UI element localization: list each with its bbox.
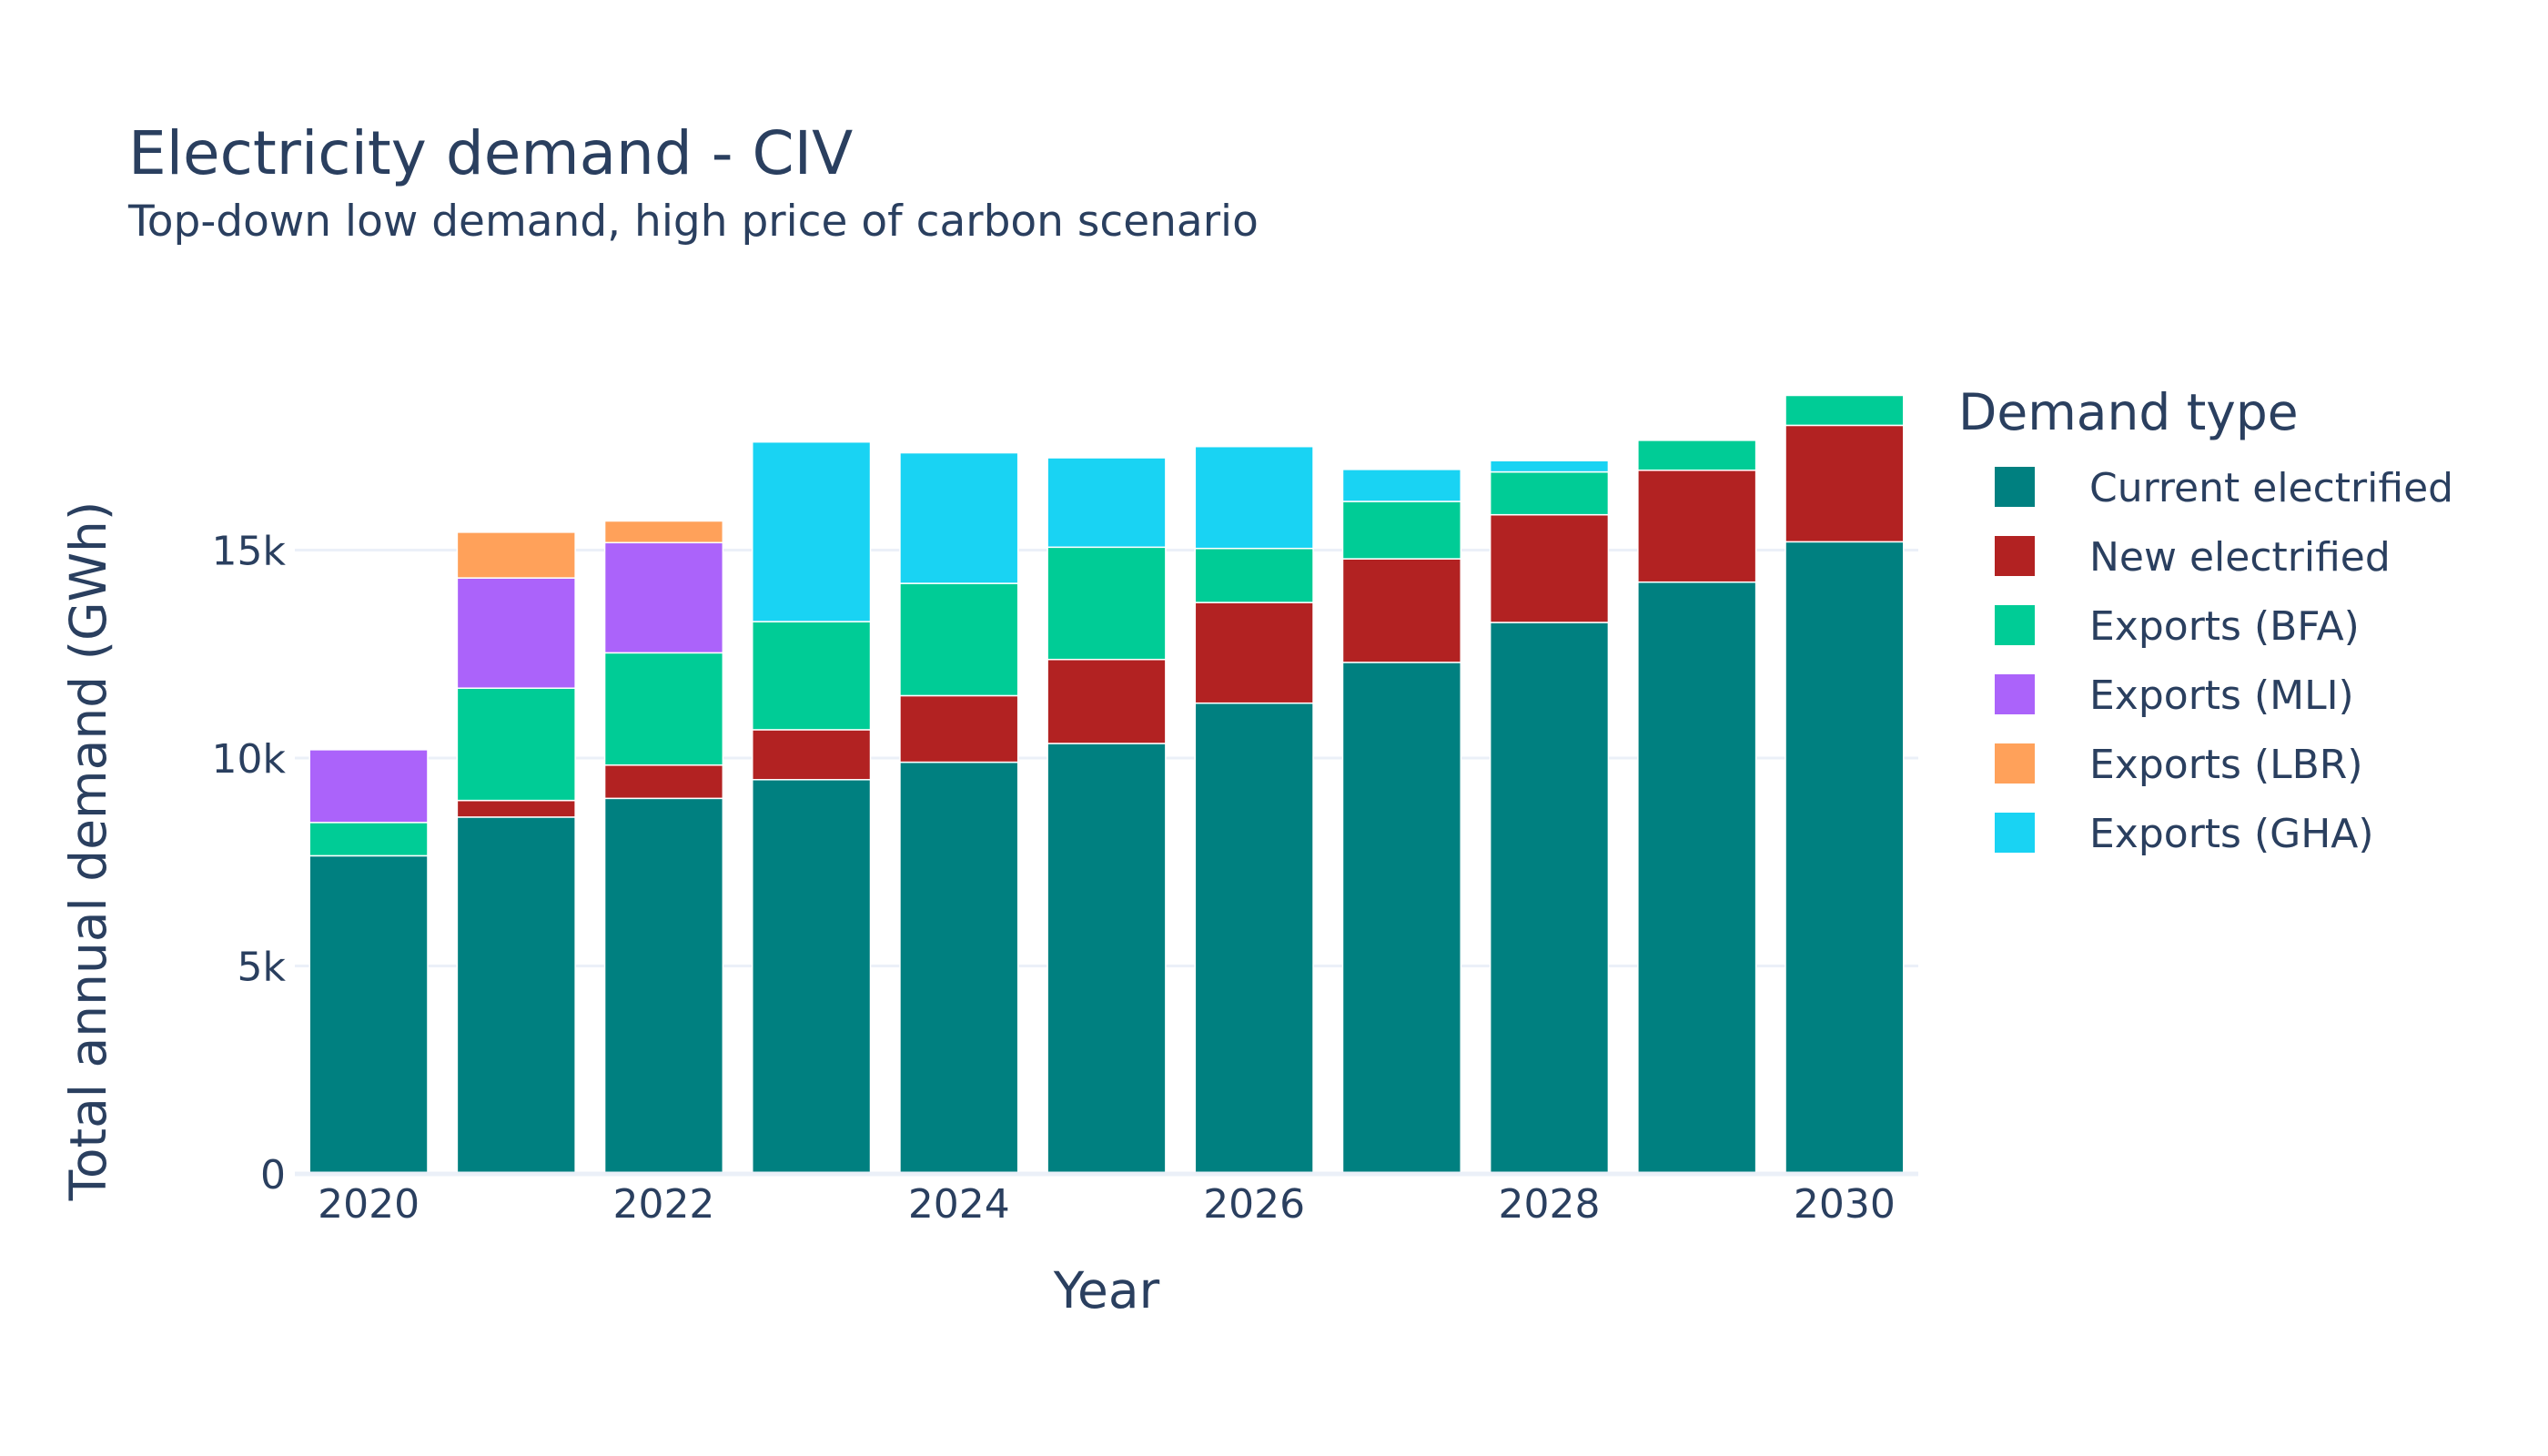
legend-swatch [1995,743,2035,784]
y-tick-label: 15k [212,529,287,575]
bars-group [308,394,1905,1175]
bar-segment [308,822,429,857]
bar-segment [603,541,724,654]
legend-title: Demand type [1958,383,2299,441]
bar-segment [456,531,576,579]
x-tick-label: 2026 [1203,1181,1305,1228]
bar-segment [603,764,724,800]
bar-segment [1637,440,1757,471]
bar-segment [1785,541,1905,1175]
bar-segment [1785,394,1905,427]
x-tick-label: 2030 [1794,1181,1896,1228]
bar-segment [1489,513,1610,623]
bar-segment [456,816,576,1175]
bar-segment [1046,658,1167,744]
bar-segment [456,799,576,818]
legend-label[interactable]: Current electrified [2089,465,2453,511]
legend-swatch [1995,467,2035,507]
bar-segment [1489,460,1610,473]
legend-label[interactable]: Exports (BFA) [2089,603,2360,650]
bar-segment [308,749,429,824]
chart-subtitle: Top-down low demand, high price of carbo… [128,197,1259,247]
bar-segment [1637,581,1757,1175]
x-tick-label: 2020 [318,1181,420,1228]
bar-segment [1489,622,1610,1175]
bar-segment [603,520,724,544]
bar-segment [603,797,724,1175]
bar-segment [1341,500,1461,560]
y-tick-label: 5k [238,945,287,991]
bar-segment [1489,470,1610,516]
legend-label[interactable]: New electrified [2089,534,2391,581]
bar-segment [752,729,872,781]
legend-label[interactable]: Exports (LBR) [2089,742,2363,788]
y-axis-title: Total annual demand (GWh) [59,501,117,1202]
bar-segment [1194,602,1314,704]
bar-segment [1194,702,1314,1175]
y-tick-label: 0 [260,1152,286,1198]
bar-segment [752,621,872,731]
legend-swatch [1995,813,2035,853]
bar-segment [1046,457,1167,549]
bar-segment [1194,445,1314,550]
bar-segment [1785,424,1905,543]
bar-segment [1341,558,1461,663]
bar-segment [308,854,429,1175]
bar-segment [899,761,1019,1175]
bar-segment [899,582,1019,697]
x-axis-title: Year [1053,1261,1160,1320]
bar-segment [1341,662,1461,1175]
legend-label[interactable]: Exports (GHA) [2089,811,2374,857]
bar-segment [456,687,576,802]
bar-segment [752,440,872,622]
bar-segment [1637,470,1757,583]
bar-segment [899,694,1019,763]
bar-segment [1046,546,1167,661]
x-tick-label: 2022 [612,1181,714,1228]
legend-label[interactable]: Exports (MLI) [2089,672,2354,719]
bar-segment [456,577,576,689]
bar-segment [899,451,1019,584]
legend-swatch [1995,674,2035,714]
bar-segment [1046,743,1167,1175]
bar-segment [1194,547,1314,603]
x-tick-labels: 2020 2022 2024 2026 2028 2030 [318,1181,1896,1228]
legend-swatch [1995,536,2035,576]
legend: Demand type Current electrified New elect… [1958,383,2453,857]
chart-title: Electricity demand - CIV [128,118,854,188]
x-tick-label: 2024 [908,1181,1010,1228]
bar-segment [752,779,872,1175]
bar-segment [1341,469,1461,502]
y-tick-label: 10k [212,736,287,783]
legend-swatch [1995,605,2035,645]
x-tick-label: 2028 [1499,1181,1601,1228]
bar-segment [603,652,724,766]
y-tick-labels: 0 5k 10k 15k [212,529,287,1198]
